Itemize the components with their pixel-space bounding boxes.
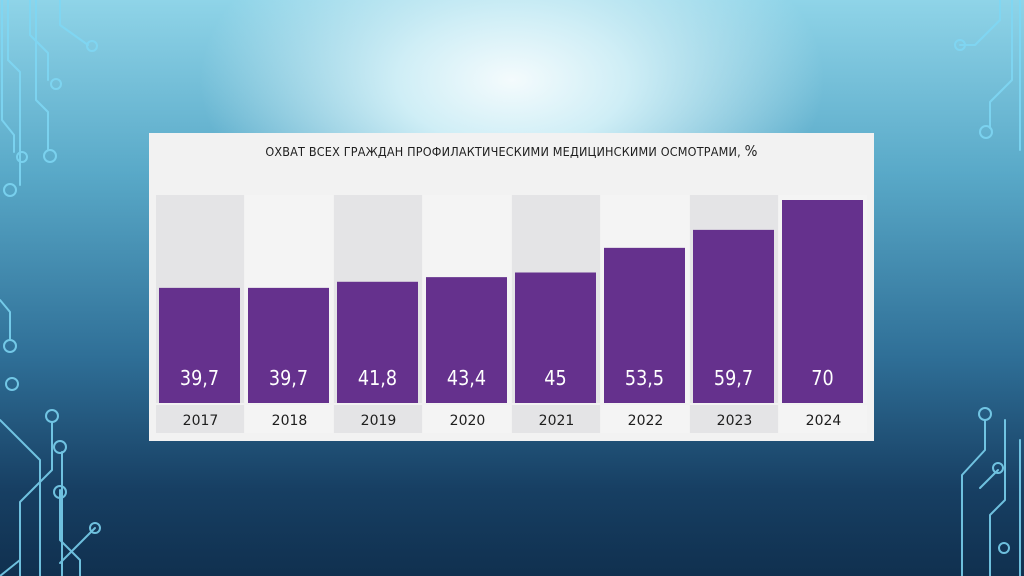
bar — [604, 247, 685, 403]
data-label: 45 — [544, 368, 566, 390]
chart-panel: ОХВАТ ВСЕХ ГРАЖДАН ПРОФИЛАКТИЧЕСКИМИ МЕД… — [149, 133, 874, 441]
bar — [426, 277, 507, 403]
category-band — [690, 405, 778, 433]
bar — [159, 287, 240, 403]
category-label: 2024 — [806, 413, 842, 429]
bar — [782, 200, 863, 403]
category-band — [601, 405, 689, 433]
category-band — [512, 405, 600, 433]
category-label: 2017 — [183, 413, 219, 429]
data-label: 59,7 — [714, 368, 753, 390]
bar — [693, 229, 774, 403]
category-label: 2019 — [361, 413, 397, 429]
category-band — [423, 405, 511, 433]
data-label: 39,7 — [269, 368, 308, 390]
category-band — [245, 405, 333, 433]
data-label: 41,8 — [358, 368, 397, 390]
category-label: 2020 — [450, 413, 486, 429]
data-label: 70 — [811, 368, 833, 390]
bar-chart: 39,7 2017 39,7 2018 41,8 2019 43,4 2020 45 2021 53… — [156, 195, 867, 433]
category-band — [779, 405, 867, 433]
bar — [515, 272, 596, 403]
category-band — [156, 405, 244, 433]
category-label: 2018 — [272, 413, 308, 429]
chart-title-text: ОХВАТ ВСЕХ ГРАЖДАН ПРОФИЛАКТИЧЕСКИМИ МЕД… — [265, 144, 741, 159]
bar — [248, 287, 329, 403]
data-label: 43,4 — [447, 368, 486, 390]
category-label: 2023 — [717, 413, 753, 429]
category-label: 2021 — [539, 413, 575, 429]
chart-title: ОХВАТ ВСЕХ ГРАЖДАН ПРОФИЛАКТИЧЕСКИМИ МЕД… — [185, 142, 838, 160]
data-label: 39,7 — [180, 368, 219, 390]
category-band — [334, 405, 422, 433]
bar — [337, 281, 418, 403]
chart-title-unit: % — [744, 142, 758, 160]
category-label: 2022 — [628, 413, 664, 429]
data-label: 53,5 — [625, 368, 664, 390]
